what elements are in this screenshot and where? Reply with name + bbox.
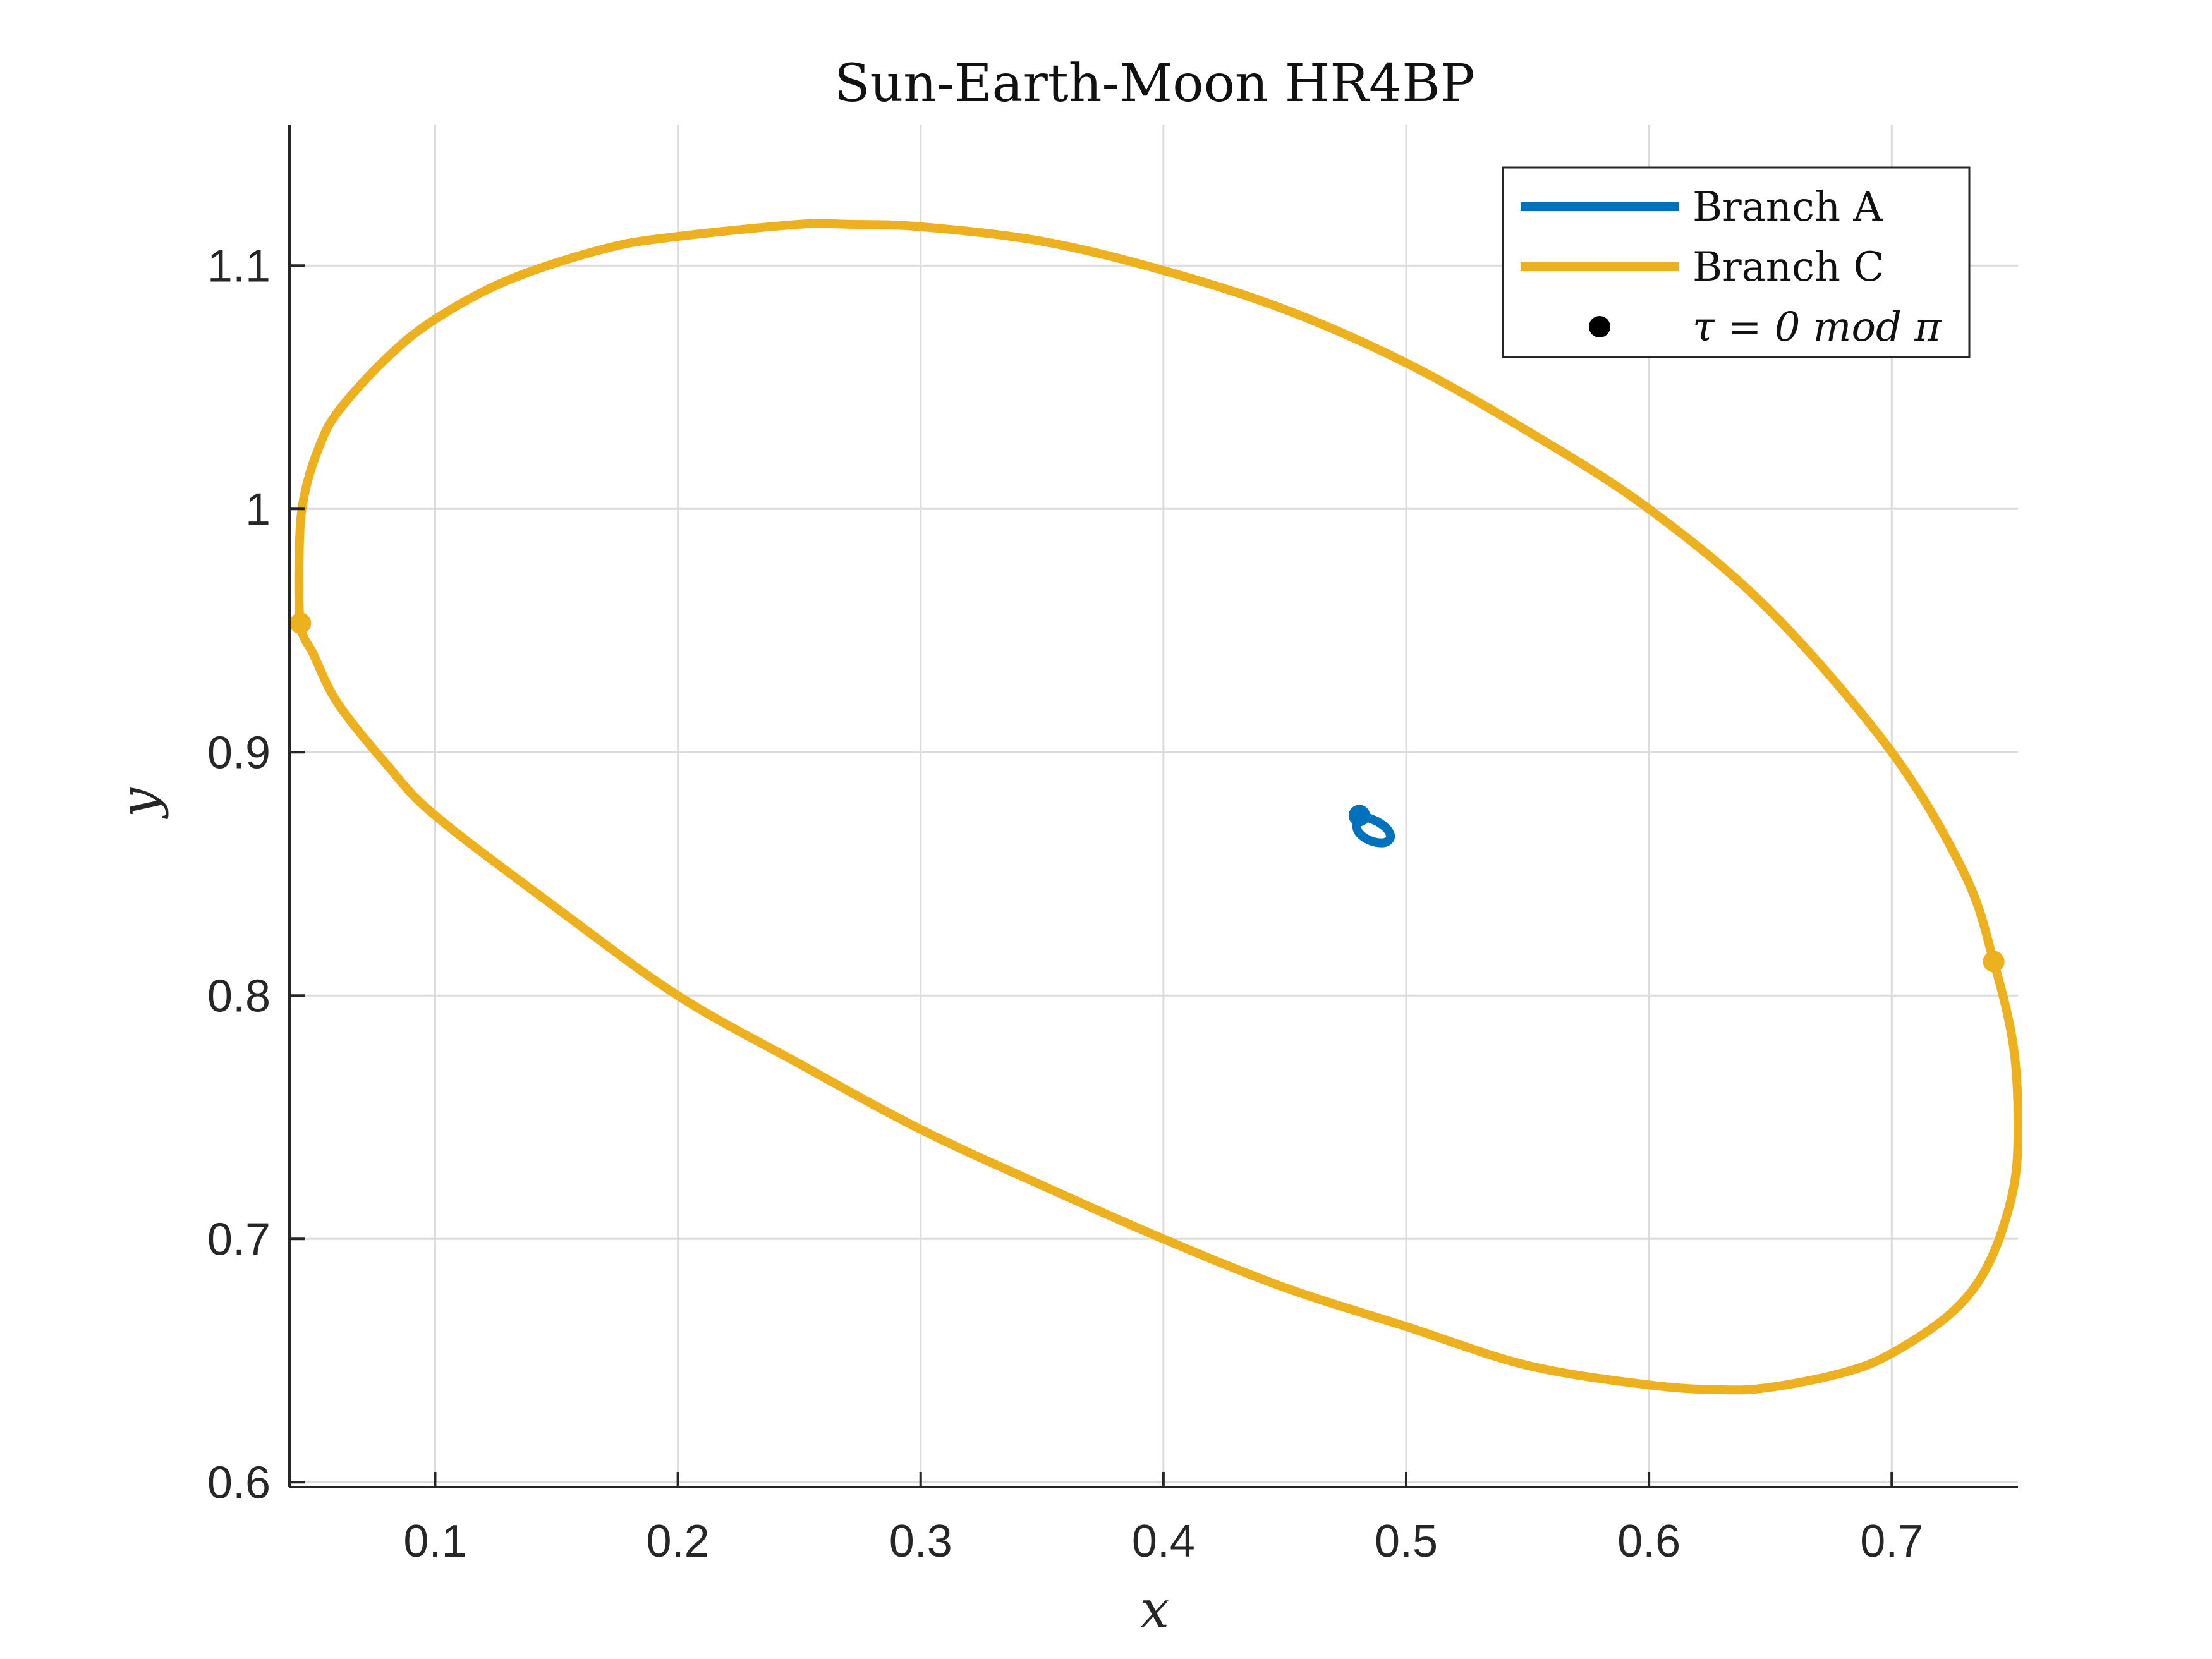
y-tick-label: 1: [245, 484, 270, 535]
legend-label: τ = 0 mod π: [1692, 304, 1942, 351]
x-tick-label: 0.5: [1375, 1516, 1438, 1567]
y-tick-label: 0.8: [207, 971, 270, 1021]
y-tick-label: 0.9: [207, 727, 270, 778]
x-tick-label: 0.7: [1860, 1516, 1923, 1567]
chart-title: Sun-Earth-Moon HR4BP: [834, 54, 1474, 114]
x-axis-label: x: [1140, 1580, 1169, 1640]
x-tick-label: 0.4: [1132, 1516, 1195, 1567]
legend-swatch-marker: [1589, 316, 1610, 337]
y-tick-label: 0.7: [207, 1214, 270, 1265]
y-tick-label: 0.6: [207, 1457, 270, 1508]
grid: [289, 125, 2018, 1487]
series-line-branch-c: [294, 219, 2022, 1395]
tau-marker-point: [289, 612, 312, 635]
x-tick-label: 0.2: [647, 1516, 710, 1567]
plot-markers: [289, 612, 2005, 973]
x-tick-label: 0.1: [403, 1516, 466, 1567]
x-tick-label: 0.6: [1617, 1516, 1680, 1567]
y-axis-label: y: [109, 787, 169, 820]
x-tick-label: 0.3: [889, 1516, 952, 1567]
axes: [288, 125, 2018, 1488]
tau-marker-point: [1348, 805, 1370, 827]
y-tick-label: 1.1: [207, 241, 270, 291]
tick-labels: 0.1 0.2 0.3 0.4 0.5 0.6 0.7 0.6 0.7 0.8 0.9 1 1.1: [207, 241, 1923, 1567]
legend: Branch A Branch C τ = 0 mod π: [1502, 166, 1971, 358]
legend-label: Branch A: [1692, 184, 1883, 231]
tau-marker-point: [1983, 951, 2005, 973]
legend-label: Branch C: [1692, 244, 1884, 291]
